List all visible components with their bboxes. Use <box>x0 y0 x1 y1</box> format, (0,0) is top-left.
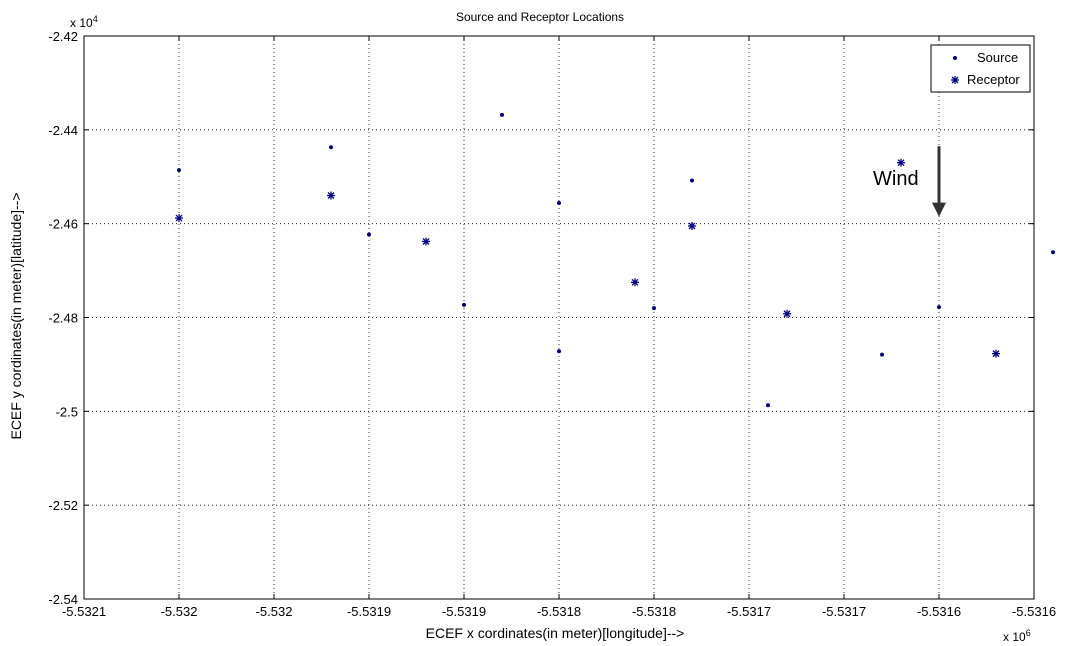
legend-source-dot <box>953 56 957 60</box>
receptor-point <box>992 349 1000 358</box>
receptor-point <box>783 309 791 318</box>
x-tick-label: -5.532 <box>161 604 198 619</box>
legend: Source Receptor <box>930 44 1031 93</box>
x-exponent-base: x 10 <box>1003 630 1026 644</box>
legend-receptor-label: Receptor <box>967 72 1020 87</box>
y-axis-ticks: -2.54 -2.52 -2.5 -2.48 -2.46 -2.44 -2.42 <box>48 29 1034 607</box>
wind-annotation: Wind <box>873 146 946 217</box>
x-tick-label: -5.5316 <box>917 604 961 619</box>
source-point <box>500 112 504 117</box>
x-tick-label: -5.5316 <box>1012 604 1056 619</box>
wind-label: Wind <box>873 168 919 190</box>
receptor-point <box>631 278 639 287</box>
source-point <box>937 305 941 310</box>
legend-receptor-star <box>951 76 959 84</box>
chart-title: Source and Receptor Locations <box>456 10 624 24</box>
legend-receptor-marker <box>951 76 959 84</box>
receptor-point <box>327 191 335 200</box>
source-point <box>462 302 466 307</box>
y-axis-label: ECEF y cordinates(in meter)[latitude]--> <box>8 192 24 439</box>
y-exponent-power: 4 <box>93 14 98 24</box>
grid <box>84 36 1034 599</box>
receptor-point <box>688 222 696 231</box>
x-tick-label: -5.5317 <box>727 604 771 619</box>
x-tick-label: -5.5319 <box>347 604 391 619</box>
x-exponent-power: 6 <box>1026 628 1031 638</box>
y-tick-label: -2.48 <box>48 311 78 326</box>
x-tick-label: -5.5317 <box>822 604 866 619</box>
y-tick-label: -2.5 <box>56 404 78 419</box>
source-point <box>766 403 770 408</box>
source-point <box>1051 250 1055 255</box>
wind-arrow-head <box>932 202 946 217</box>
legend-source-marker <box>953 56 957 60</box>
y-exponent-base: x 10 <box>70 16 93 30</box>
y-tick-label: -2.52 <box>48 498 78 513</box>
y-tick-label: -2.42 <box>48 29 78 44</box>
x-tick-label: -5.5319 <box>442 604 486 619</box>
source-point <box>690 178 694 183</box>
x-tick-label: -5.532 <box>256 604 293 619</box>
y-exponent-label: x 104 <box>70 14 98 30</box>
x-tick-label: -5.5321 <box>62 604 106 619</box>
legend-box <box>930 44 1031 93</box>
x-exponent-label: x 106 <box>1003 628 1031 644</box>
source-point <box>880 352 884 357</box>
source-point <box>329 145 333 150</box>
receptor-point <box>422 237 430 246</box>
legend-source-label: Source <box>977 50 1018 65</box>
x-tick-label: -5.5318 <box>537 604 581 619</box>
data-points <box>175 112 1055 408</box>
receptor-point <box>897 158 905 167</box>
source-point <box>367 232 371 237</box>
y-tick-label: -2.46 <box>48 217 78 232</box>
source-point <box>652 306 656 311</box>
x-axis-label: ECEF x cordinates(in meter)[longitude]--… <box>426 625 685 641</box>
x-tick-label: -5.5318 <box>632 604 676 619</box>
source-point <box>177 168 181 173</box>
receptor-point <box>175 214 183 223</box>
y-tick-label: -2.54 <box>48 592 78 607</box>
source-point <box>557 201 561 206</box>
x-axis-ticks: -5.5321 -5.532 -5.532 -5.5319 -5.5319 -5.5318… <box>62 36 1056 619</box>
y-tick-label: -2.44 <box>48 123 78 138</box>
source-point <box>557 349 561 354</box>
